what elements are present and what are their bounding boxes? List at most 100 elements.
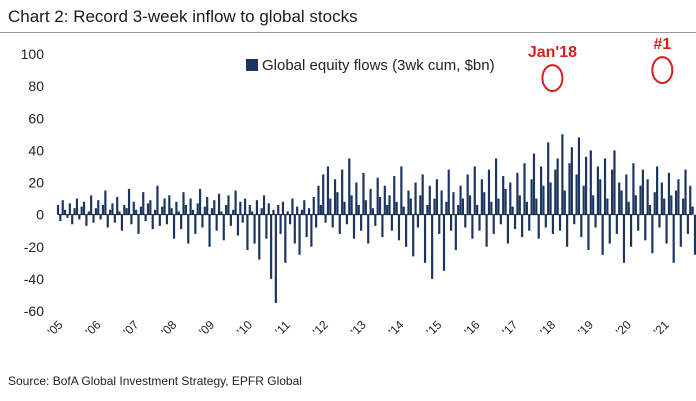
bar bbox=[234, 190, 237, 215]
bar bbox=[142, 192, 145, 215]
x-tick-label: '11 bbox=[272, 318, 293, 339]
y-tick-label: -60 bbox=[24, 303, 44, 319]
bar bbox=[544, 214, 547, 228]
bar bbox=[248, 204, 251, 215]
bar bbox=[646, 179, 649, 215]
bar bbox=[232, 209, 235, 215]
bar bbox=[627, 201, 630, 215]
bar bbox=[584, 156, 588, 215]
bar bbox=[177, 211, 180, 215]
bar bbox=[151, 214, 154, 230]
bar bbox=[577, 137, 581, 215]
bar bbox=[653, 192, 656, 215]
bar bbox=[144, 214, 147, 222]
bar bbox=[158, 214, 161, 226]
x-tick-label: '10 bbox=[234, 317, 255, 338]
bar bbox=[272, 209, 275, 215]
bar bbox=[473, 166, 476, 215]
x-tick-label: '08 bbox=[158, 317, 179, 338]
bar bbox=[59, 214, 62, 222]
bar bbox=[293, 214, 296, 244]
bar bbox=[101, 204, 105, 215]
bar bbox=[383, 185, 386, 215]
y-tick-label: 20 bbox=[28, 175, 44, 191]
bar bbox=[648, 204, 652, 215]
bar bbox=[492, 214, 495, 234]
bar bbox=[400, 166, 403, 215]
bar bbox=[106, 214, 109, 228]
bar bbox=[644, 214, 647, 241]
bar bbox=[265, 214, 268, 239]
bar bbox=[66, 214, 69, 218]
bar bbox=[168, 195, 171, 215]
bar bbox=[180, 214, 183, 230]
bar bbox=[73, 208, 76, 215]
bar bbox=[156, 185, 159, 215]
bar bbox=[689, 185, 692, 215]
bar bbox=[478, 214, 481, 231]
bar bbox=[187, 214, 190, 244]
bar bbox=[412, 214, 415, 257]
bar bbox=[307, 208, 311, 215]
bar bbox=[620, 190, 623, 215]
bar bbox=[428, 185, 431, 215]
bar bbox=[554, 169, 557, 215]
bar bbox=[468, 195, 472, 215]
bar bbox=[509, 182, 512, 215]
bar bbox=[371, 208, 375, 215]
bar bbox=[270, 214, 273, 279]
bar bbox=[658, 214, 661, 228]
bar bbox=[570, 147, 573, 215]
bar bbox=[471, 214, 474, 239]
bar bbox=[663, 198, 666, 215]
bar bbox=[175, 201, 178, 215]
bar bbox=[338, 214, 341, 234]
bar bbox=[291, 198, 294, 215]
bar bbox=[94, 208, 97, 215]
bar bbox=[464, 214, 467, 228]
bar bbox=[641, 169, 644, 215]
bar bbox=[163, 198, 166, 215]
bar bbox=[135, 209, 138, 215]
bar bbox=[656, 166, 659, 215]
bar bbox=[490, 201, 493, 215]
bar bbox=[632, 163, 635, 215]
legend-label: Global equity flows (3wk cum, $bn) bbox=[262, 57, 495, 74]
bar bbox=[378, 196, 382, 215]
bar bbox=[606, 198, 609, 215]
x-axis-ticks: '05 '06 '07 '08 '09 '10 '11 '12 '13 '14 '15 '16 '17 '… bbox=[45, 317, 672, 338]
bar bbox=[672, 214, 675, 263]
bar bbox=[568, 163, 571, 215]
y-tick-label: 100 bbox=[21, 46, 45, 62]
bar bbox=[246, 214, 249, 250]
bar bbox=[499, 214, 502, 225]
title-divider bbox=[0, 32, 696, 33]
bar bbox=[146, 203, 150, 215]
bar bbox=[684, 169, 687, 215]
bar bbox=[494, 158, 498, 215]
bar bbox=[445, 201, 448, 215]
bar bbox=[78, 214, 81, 220]
bar bbox=[592, 195, 595, 215]
bar bbox=[634, 195, 637, 215]
bar bbox=[225, 204, 228, 215]
bar bbox=[274, 214, 277, 303]
bar bbox=[414, 182, 417, 215]
bar bbox=[397, 214, 401, 241]
bar-chart: -60 -40 -20 0 20 40 60 80 100 '05 '06 '07 '08 '09 '10… bbox=[21, 36, 696, 339]
bar bbox=[191, 209, 195, 215]
bar bbox=[575, 174, 578, 215]
bar bbox=[213, 200, 216, 215]
x-tick-label: '13 bbox=[348, 317, 369, 338]
bar bbox=[243, 198, 247, 215]
bar bbox=[104, 190, 107, 215]
bar bbox=[461, 198, 465, 215]
bar bbox=[651, 214, 654, 254]
bar bbox=[329, 198, 332, 215]
bar bbox=[502, 176, 505, 215]
bar bbox=[82, 201, 86, 215]
bar bbox=[518, 195, 521, 215]
bar bbox=[487, 169, 491, 215]
bar bbox=[80, 206, 83, 215]
bar bbox=[566, 214, 569, 247]
